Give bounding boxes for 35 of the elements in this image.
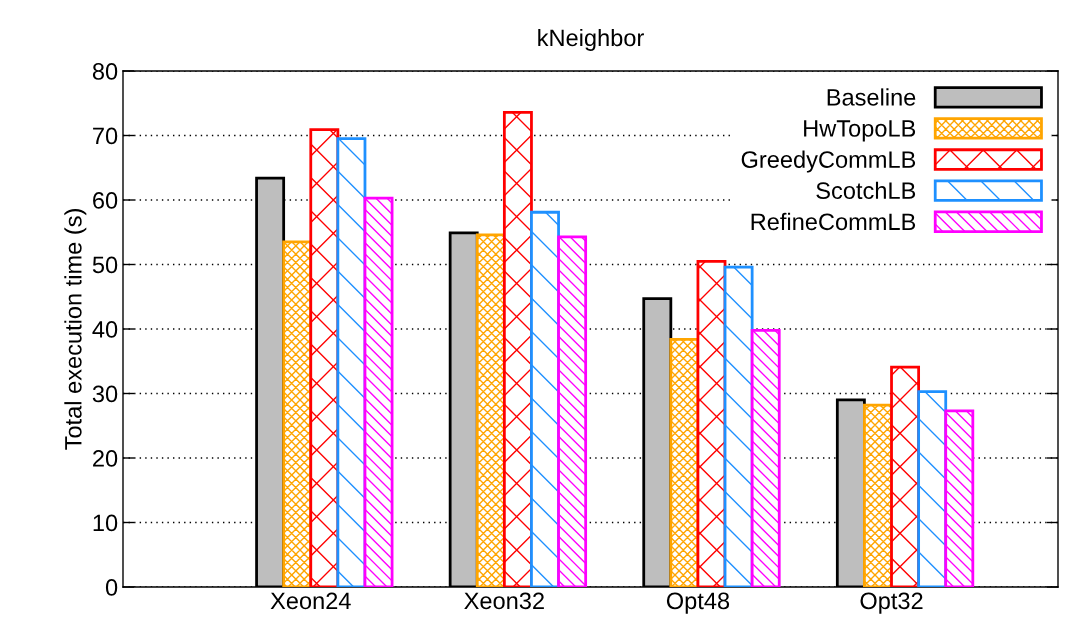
bar: [890, 365, 921, 587]
legend-label: RefineCommLB: [751, 212, 916, 231]
y-tick-label: 70: [93, 127, 118, 145]
bar: [696, 259, 727, 587]
y-tick-label: 10: [93, 514, 118, 532]
y-tick-label: 50: [92, 256, 118, 274]
bar: [750, 328, 781, 587]
x-tick-label: Xeon24: [270, 592, 351, 610]
y-tick-label: 30: [92, 385, 118, 403]
bar: [669, 337, 700, 587]
y-tick-label: 60: [93, 192, 118, 209]
bar: [309, 128, 340, 587]
x-tick-label: Opt48: [666, 592, 730, 614]
bar: [557, 235, 588, 587]
y-tick-label: 0: [105, 579, 118, 596]
legend-label: Baseline: [827, 88, 916, 106]
bar: [944, 409, 975, 587]
bar: [863, 403, 893, 587]
y-axis-title: Total execution time (s): [64, 209, 87, 450]
bar: [363, 196, 394, 587]
x-tick-label: Xeon32: [464, 592, 544, 610]
bar: [336, 137, 367, 587]
bar: [723, 265, 754, 587]
bar: [502, 110, 533, 587]
legend-label: ScotchLB: [816, 181, 916, 200]
y-tick-label: 20: [93, 450, 118, 467]
y-tick-label: 40: [92, 321, 118, 338]
chart-title: kNeighbor: [538, 28, 644, 51]
x-tick-label: Opt32: [860, 592, 923, 614]
bar: [530, 210, 560, 587]
y-tick-label: 80: [92, 63, 118, 80]
legend-label: GreedyCommLB: [741, 150, 916, 173]
bar: [475, 233, 506, 587]
bar: [917, 390, 948, 587]
legend-label: HwTopoLB: [804, 120, 916, 142]
